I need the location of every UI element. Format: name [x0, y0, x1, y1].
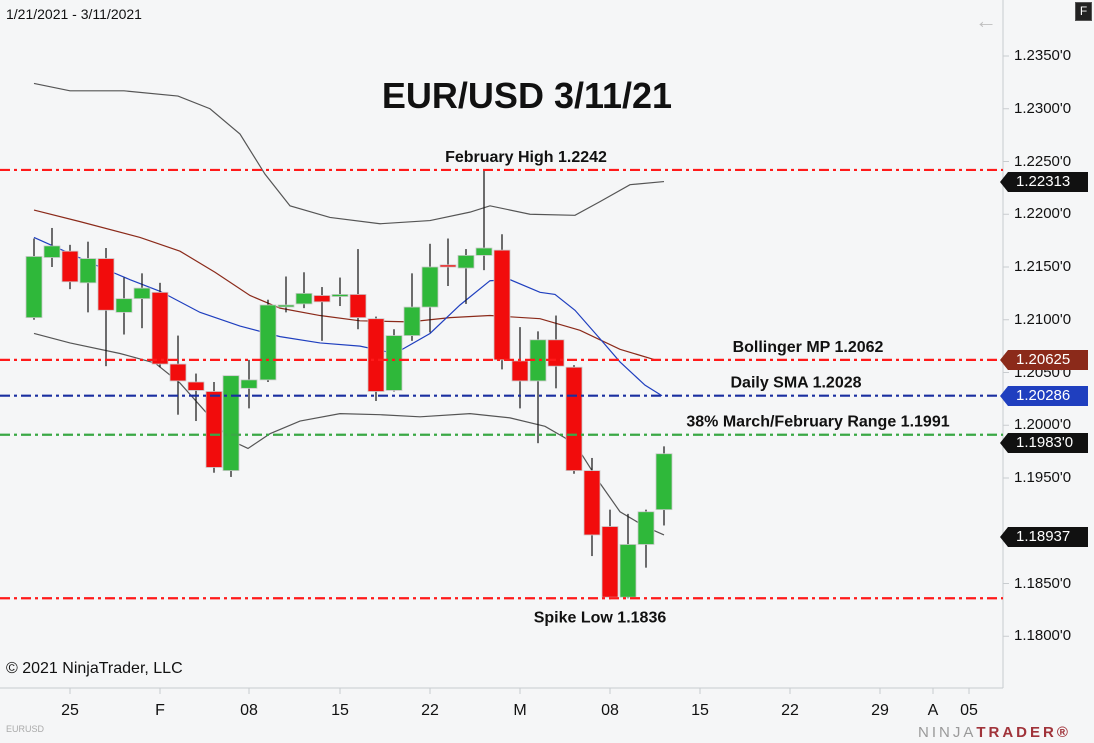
candle[interactable] — [439, 238, 457, 286]
chart-title: EUR/USD 3/11/21 — [382, 75, 672, 116]
ninjatrader-logo: NINJATRADER® — [918, 724, 1071, 741]
candle[interactable] — [97, 248, 115, 367]
symbol-label: EURUSD — [6, 724, 45, 734]
x-tick-label: 29 — [871, 702, 889, 719]
x-tick-label: 15 — [331, 702, 349, 719]
y-tick-label: 1.1800'0 — [1014, 627, 1072, 645]
date-range: 1/21/2021 - 3/11/2021 — [6, 6, 142, 22]
candle[interactable] — [601, 509, 619, 600]
candle[interactable] — [403, 273, 421, 341]
sma-line — [33, 236, 663, 397]
y-tick-label: 1.2350'0 — [1014, 47, 1072, 64]
candle[interactable] — [151, 282, 169, 368]
y-tick-label: 1.1850'0 — [1014, 574, 1072, 592]
x-tick-label: 05 — [960, 702, 978, 719]
candle[interactable] — [349, 249, 367, 330]
x-tick-label: 22 — [781, 702, 799, 719]
f-button[interactable]: F — [1075, 2, 1092, 21]
candle[interactable] — [367, 316, 385, 401]
x-tick-label: 15 — [691, 702, 709, 719]
x-tick-label: 08 — [240, 702, 258, 719]
bollinger-mid-line — [33, 209, 656, 361]
candle[interactable] — [385, 329, 403, 392]
y-tick-label: 1.2300'0 — [1014, 99, 1072, 117]
candle[interactable] — [169, 335, 187, 415]
candle[interactable] — [421, 243, 439, 333]
price-tag: 1.1983'0 — [1000, 433, 1088, 454]
candle[interactable] — [240, 359, 258, 409]
candle[interactable] — [547, 315, 565, 389]
y-tick-label: 1.2200'0 — [1014, 205, 1072, 223]
candle[interactable] — [295, 272, 313, 309]
price-tag: 1.20286 — [1000, 385, 1088, 406]
candle[interactable] — [61, 244, 79, 290]
candle[interactable] — [637, 509, 655, 568]
candle[interactable] — [25, 238, 43, 320]
candle[interactable] — [583, 457, 601, 557]
x-tick-label: A — [927, 702, 939, 719]
candle[interactable] — [277, 276, 295, 313]
y-tick-label: 1.2100'0 — [1014, 310, 1072, 328]
brand-light: NINJA — [918, 724, 977, 741]
x-tick-label: M — [513, 702, 527, 719]
y-tick-label: 1.2150'0 — [1014, 258, 1072, 275]
level-label: Daily SMA 1.2028 — [730, 375, 861, 392]
candle[interactable] — [43, 227, 61, 267]
candle[interactable] — [115, 277, 133, 335]
y-tick-label: 1.1950'0 — [1014, 469, 1072, 486]
candle[interactable] — [619, 513, 637, 599]
candle[interactable] — [313, 287, 331, 341]
price-tag: 1.18937 — [1000, 527, 1088, 548]
x-tick-label: 08 — [601, 702, 619, 719]
x-tick-label: 22 — [421, 702, 439, 719]
candle[interactable] — [565, 365, 583, 474]
price-tag: 1.22313 — [1000, 171, 1088, 192]
candle[interactable] — [475, 169, 493, 271]
y-tick-label: 1.2000'0 — [1014, 416, 1072, 434]
candle[interactable] — [529, 331, 547, 444]
candle[interactable] — [457, 249, 475, 304]
x-tick-label: 25 — [61, 702, 79, 719]
brand-bold: TRADER® — [976, 724, 1071, 741]
y-tick-label: 1.2250'0 — [1014, 152, 1072, 170]
arrow-left-icon[interactable]: ← — [975, 8, 997, 33]
level-label: Bollinger MP 1.2062 — [733, 339, 884, 356]
candle[interactable] — [222, 375, 240, 477]
bollinger-lower-line — [33, 332, 665, 536]
candle[interactable] — [79, 241, 97, 313]
candle[interactable] — [259, 299, 277, 382]
candle[interactable] — [133, 273, 151, 329]
candle[interactable] — [205, 381, 223, 473]
level-label: Spike Low 1.1836 — [534, 609, 667, 626]
bollinger-upper-line — [33, 82, 665, 225]
level-label: 38% March/February Range 1.1991 — [686, 414, 949, 431]
copyright: © 2021 NinjaTrader, LLC — [6, 660, 183, 677]
candle[interactable] — [493, 234, 511, 370]
candle[interactable] — [187, 373, 205, 422]
level-label: February High 1.2242 — [445, 149, 607, 166]
candle[interactable] — [655, 446, 673, 526]
candle[interactable] — [331, 277, 349, 307]
x-tick-label: F — [155, 702, 165, 719]
price-tag: 1.20625 — [1000, 349, 1088, 370]
